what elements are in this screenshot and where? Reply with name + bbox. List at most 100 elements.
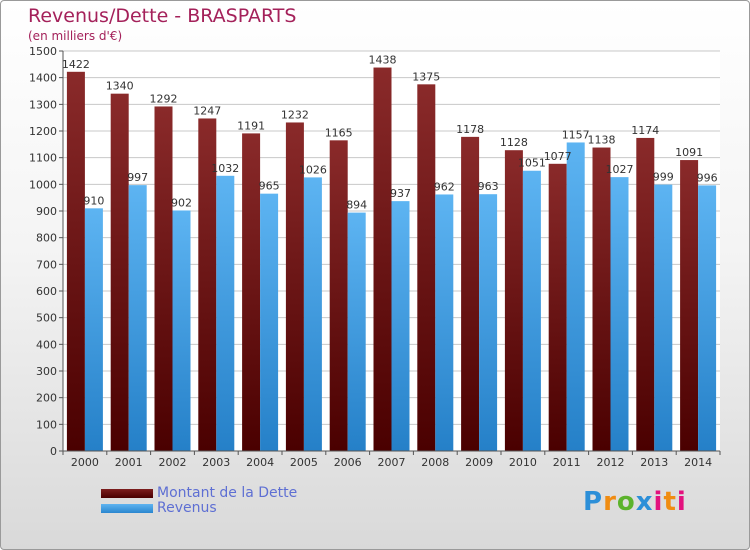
bar-revenue: [260, 193, 279, 451]
bar-revenue: [610, 177, 629, 451]
y-tick-label: 800: [36, 232, 57, 245]
data-label-revenue: 1051: [518, 157, 546, 170]
y-tick-label: 300: [36, 365, 57, 378]
y-tick-label: 200: [36, 392, 57, 405]
bar-revenue: [128, 185, 147, 451]
chart-title: Revenus/Dette - BRASPARTS: [28, 5, 297, 27]
data-label-revenue: 910: [83, 194, 104, 207]
data-label-revenue: 997: [127, 171, 148, 184]
bar-debt: [636, 137, 655, 451]
data-label-revenue: 996: [697, 171, 718, 184]
x-tick-label: 2011: [553, 456, 581, 469]
y-tick-label: 1300: [29, 98, 57, 111]
data-label-debt: 1165: [325, 126, 353, 139]
x-tick-label: 2003: [202, 456, 230, 469]
data-label-revenue: 1157: [562, 128, 590, 141]
bar-revenue: [391, 201, 410, 451]
bar-debt: [504, 150, 523, 451]
bar-revenue: [303, 177, 322, 451]
bar-debt: [329, 140, 348, 452]
bar-revenue: [347, 212, 366, 451]
data-label-revenue: 1026: [299, 163, 327, 176]
data-label-debt: 1340: [106, 80, 134, 93]
x-tick-label: 2001: [115, 456, 143, 469]
bar-debt: [417, 84, 436, 451]
x-tick-label: 2000: [71, 456, 99, 469]
legend-label-revenue: Revenus: [157, 500, 217, 516]
bar-revenue: [172, 210, 191, 451]
bar-revenue: [698, 185, 717, 451]
y-tick-label: 100: [36, 418, 57, 431]
legend-label-debt: Montant de la Dette: [157, 485, 298, 501]
y-tick-label: 1400: [29, 72, 57, 85]
x-tick-label: 2004: [246, 456, 274, 469]
bar-debt: [680, 160, 699, 452]
x-tick-label: 2014: [684, 456, 712, 469]
y-tick-label: 1200: [29, 125, 57, 138]
chart-subtitle: (en milliers d'€): [28, 29, 123, 43]
bar-revenue: [216, 175, 235, 452]
data-label-revenue: 962: [434, 180, 455, 193]
bar-debt: [461, 136, 480, 451]
data-label-debt: 1191: [237, 119, 265, 132]
data-label-debt: 1438: [369, 54, 397, 67]
data-label-revenue: 963: [478, 180, 499, 193]
bar-debt: [373, 67, 392, 452]
data-label-debt: 1292: [150, 92, 178, 105]
x-tick-label: 2013: [640, 456, 668, 469]
proxiti-logo: Proxiti: [583, 487, 687, 517]
x-tick-label: 2002: [159, 456, 187, 469]
bar-debt: [66, 71, 85, 452]
y-tick-label: 700: [36, 258, 57, 271]
bar-revenue: [522, 170, 541, 451]
data-label-debt: 1422: [62, 58, 90, 71]
bar-revenue: [654, 184, 673, 451]
x-tick-label: 2006: [334, 456, 362, 469]
data-label-revenue: 1027: [606, 163, 634, 176]
bar-debt: [154, 106, 173, 451]
x-tick-label: 2008: [421, 456, 449, 469]
legend-swatch-debt: [101, 489, 153, 498]
bar-revenue: [479, 194, 498, 451]
data-label-debt: 1174: [631, 124, 659, 137]
data-label-revenue: 965: [259, 180, 280, 193]
bar-debt: [592, 147, 611, 452]
bar-revenue: [566, 142, 585, 451]
data-label-revenue: 937: [390, 187, 411, 200]
y-tick-label: 500: [36, 312, 57, 325]
bar-debt: [285, 122, 304, 451]
y-tick-label: 1000: [29, 178, 57, 191]
y-tick-label: 1500: [29, 45, 57, 58]
legend-swatch-revenue: [101, 504, 153, 513]
bar-debt: [198, 118, 217, 451]
data-label-debt: 1077: [544, 150, 572, 163]
bar-debt: [110, 93, 129, 452]
x-tick-label: 2010: [509, 456, 537, 469]
y-tick-label: 900: [36, 205, 57, 218]
data-label-debt: 1247: [193, 104, 221, 117]
data-label-debt: 1375: [412, 70, 440, 83]
y-tick-label: 600: [36, 285, 57, 298]
data-label-debt: 1091: [675, 146, 703, 159]
bar-debt: [242, 133, 261, 451]
bar-debt: [548, 163, 567, 452]
y-tick-label: 400: [36, 338, 57, 351]
x-tick-label: 2007: [378, 456, 406, 469]
data-label-revenue: 902: [171, 196, 192, 209]
data-label-debt: 1128: [500, 136, 528, 149]
data-label-debt: 1232: [281, 108, 309, 121]
x-tick-label: 2005: [290, 456, 318, 469]
data-label-revenue: 894: [346, 199, 367, 212]
data-label-debt: 1178: [456, 123, 484, 136]
data-label-debt: 1138: [588, 134, 616, 147]
bar-revenue: [84, 208, 103, 451]
data-label-revenue: 999: [653, 171, 674, 184]
bar-revenue: [435, 194, 454, 451]
x-tick-label: 2009: [465, 456, 493, 469]
x-tick-label: 2012: [597, 456, 625, 469]
y-tick-label: 1100: [29, 152, 57, 165]
y-tick-label: 0: [50, 445, 57, 458]
data-label-revenue: 1032: [211, 162, 239, 175]
